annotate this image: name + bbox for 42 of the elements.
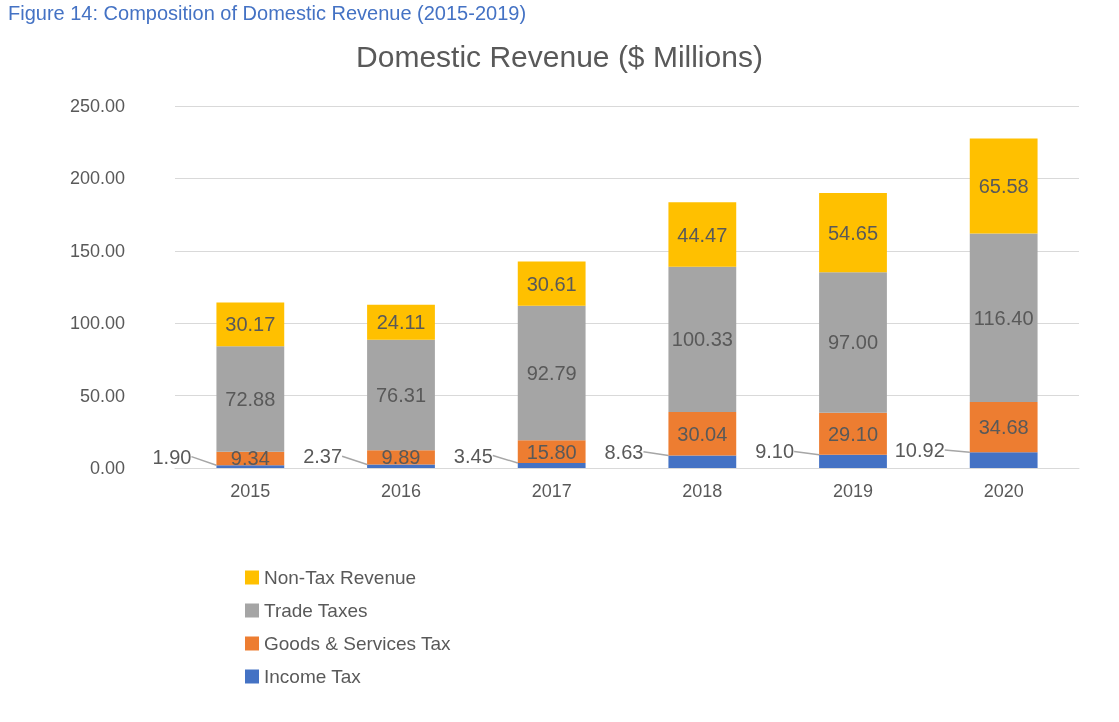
data-label: 10.92 [894, 439, 945, 462]
x-tick-label: 2020 [983, 481, 1024, 501]
y-tick-label: 150.00 [69, 240, 125, 261]
data-label: 8.63 [604, 440, 644, 463]
data-label: 76.31 [375, 384, 427, 406]
data-label: 15.80 [526, 440, 577, 463]
y-tick-label: 0.00 [89, 458, 125, 478]
chart-title: Domestic Revenue ($ Millions) [356, 39, 763, 73]
y-tick-label: 100.00 [69, 313, 125, 334]
x-tick-label: 2016 [380, 481, 422, 501]
x-tick-label: 2018 [682, 481, 723, 501]
y-tick-label: 50.00 [79, 385, 125, 406]
data-label: 3.45 [453, 444, 493, 467]
data-label: 100.33 [671, 328, 733, 351]
legend-label: Trade Taxes [264, 600, 368, 621]
y-tick-label: 250.00 [69, 96, 125, 116]
data-label: 34.68 [978, 416, 1029, 439]
data-label: 30.17 [225, 313, 276, 336]
x-tick-label: 2015 [230, 481, 271, 501]
y-tick-label: 200.00 [69, 168, 125, 189]
data-label: 30.61 [526, 272, 577, 295]
data-label: 9.89 [381, 446, 421, 469]
data-label: 9.10 [755, 440, 795, 463]
data-label: 2.37 [303, 445, 343, 468]
data-label: 30.04 [677, 422, 728, 445]
legend-label: Non-Tax Revenue [264, 567, 417, 588]
data-label: 1.90 [152, 445, 192, 468]
data-label: 24.11 [376, 311, 426, 334]
legend-label: Goods & Services Tax [264, 633, 452, 654]
x-tick-label: 2019 [832, 481, 874, 501]
data-label: 97.00 [827, 331, 879, 354]
x-tick-label: 2017 [531, 481, 572, 501]
data-label: 29.10 [827, 422, 879, 445]
data-label: 116.40 [973, 306, 1034, 329]
data-label: 9.34 [230, 447, 270, 470]
data-label: 44.47 [677, 223, 728, 246]
data-label: 92.79 [526, 361, 577, 384]
data-label: 54.65 [827, 221, 879, 244]
data-label: 65.58 [978, 174, 1029, 197]
data-label: 72.88 [225, 387, 276, 410]
legend-label: Income Tax [264, 666, 362, 687]
caption: Figure 14: Composition of Domestic Revenue (2015-2019) [8, 2, 527, 25]
